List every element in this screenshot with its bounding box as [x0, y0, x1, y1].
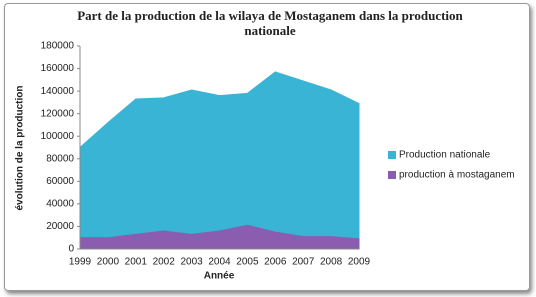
y-tick-label: 20000 [46, 221, 74, 232]
y-axis-title: évolution de la production [15, 86, 26, 211]
x-tick-label: 2009 [348, 257, 371, 268]
chart-title: Part de la production de la wilaya de Mo… [77, 8, 463, 38]
x-tick-label: 2007 [292, 257, 315, 268]
y-tick-label: 0 [68, 244, 74, 255]
x-axis-title: Année [204, 271, 235, 282]
x-tick-label: 1999 [69, 257, 92, 268]
legend-label: Production nationale [399, 150, 491, 161]
y-tick-label: 120000 [41, 108, 75, 119]
y-tick-label: 40000 [46, 199, 74, 210]
area [79, 224, 360, 250]
x-tick-label: 2001 [125, 257, 148, 268]
x-tick-label: 2002 [153, 257, 176, 268]
y-tick-label: 80000 [46, 153, 74, 164]
area [79, 71, 360, 250]
y-tick-label: 60000 [46, 176, 74, 187]
y-tick-label: 100000 [41, 131, 75, 142]
x-tick-label: 2005 [236, 257, 259, 268]
y-tick-label: 140000 [41, 86, 75, 97]
y-tick-label: 180000 [41, 41, 75, 52]
x-tick-label: 2006 [264, 257, 287, 268]
x-tick-label: 2008 [320, 257, 343, 268]
x-tick-label: 2004 [208, 257, 231, 268]
x-tick-label: 2003 [180, 257, 203, 268]
legend-swatch [388, 151, 396, 159]
legend-swatch [388, 171, 396, 179]
x-tick-label: 2000 [97, 257, 120, 268]
y-tick-label: 160000 [41, 63, 75, 74]
legend-label: production à mostaganem [399, 170, 515, 181]
